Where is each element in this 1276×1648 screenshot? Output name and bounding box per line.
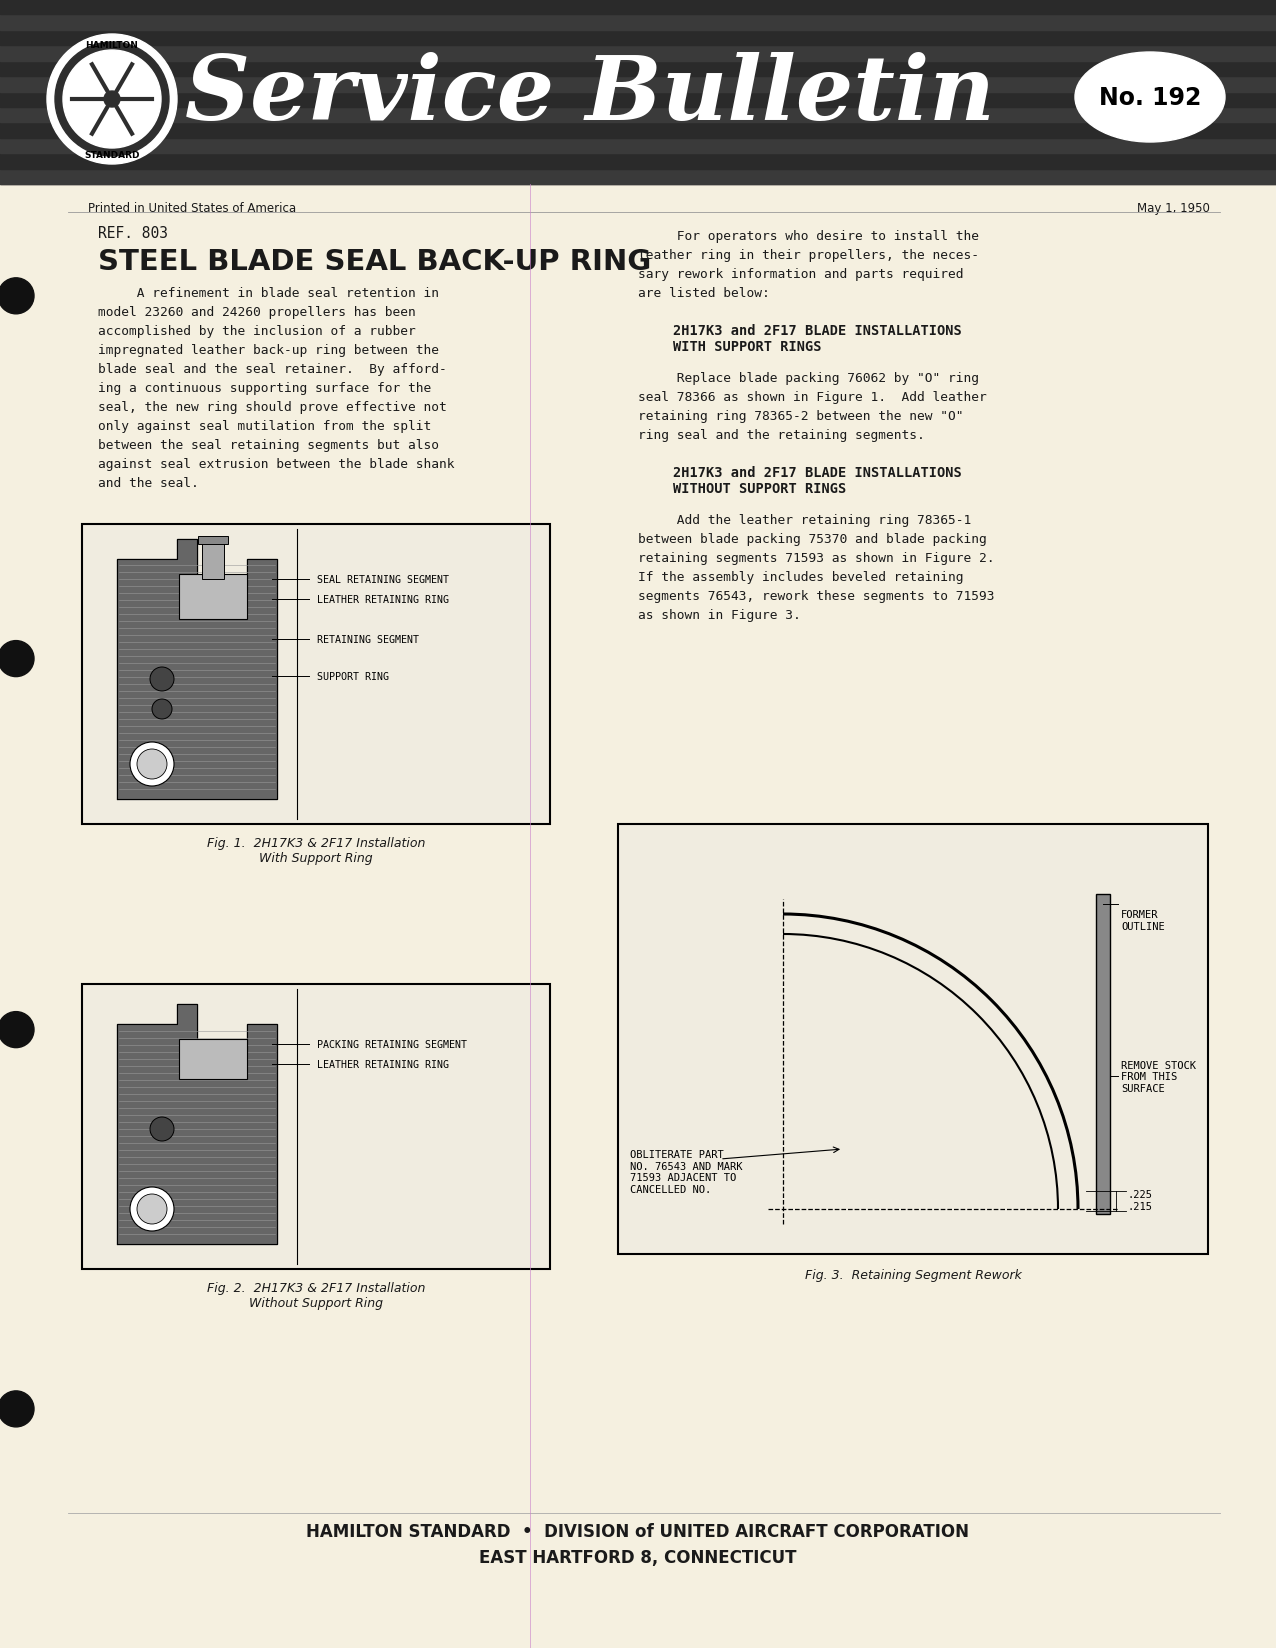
Circle shape — [137, 750, 167, 780]
Bar — [0, 124, 1276, 138]
Text: Fig. 3.  Retaining Segment Rework: Fig. 3. Retaining Segment Rework — [805, 1269, 1021, 1280]
Text: STANDARD: STANDARD — [84, 150, 140, 160]
Circle shape — [152, 699, 172, 720]
Text: REF. 803: REF. 803 — [98, 226, 168, 241]
Bar — [82, 524, 550, 824]
Text: blade seal and the seal retainer.  By afford-: blade seal and the seal retainer. By aff… — [98, 363, 447, 376]
Text: Replace blade packing 76062 by "O" ring: Replace blade packing 76062 by "O" ring — [638, 372, 979, 384]
Text: SUPPORT RING: SUPPORT RING — [316, 672, 389, 682]
Bar — [0, 170, 1276, 185]
Text: as shown in Figure 3.: as shown in Figure 3. — [638, 608, 801, 621]
Text: No. 192: No. 192 — [1099, 86, 1201, 110]
Circle shape — [151, 667, 174, 692]
Circle shape — [151, 1117, 174, 1142]
Text: retaining segments 71593 as shown in Figure 2.: retaining segments 71593 as shown in Fig… — [638, 552, 994, 565]
Text: REMOVE STOCK
FROM THIS
SURFACE: REMOVE STOCK FROM THIS SURFACE — [1122, 1060, 1196, 1093]
Text: PACKING RETAINING SEGMENT: PACKING RETAINING SEGMENT — [316, 1040, 467, 1050]
Text: retaining ring 78365-2 between the new "O": retaining ring 78365-2 between the new "… — [638, 410, 963, 424]
Text: model 23260 and 24260 propellers has been: model 23260 and 24260 propellers has bee… — [98, 307, 416, 318]
Text: and the seal.: and the seal. — [98, 476, 199, 489]
Bar — [0, 15, 1276, 31]
Circle shape — [105, 92, 120, 107]
Text: EAST HARTFORD 8, CONNECTICUT: EAST HARTFORD 8, CONNECTICUT — [480, 1547, 796, 1566]
Bar — [0, 138, 1276, 153]
Bar — [1096, 895, 1110, 1215]
Bar — [0, 31, 1276, 46]
Text: SEAL RETAINING SEGMENT: SEAL RETAINING SEGMENT — [316, 575, 449, 585]
Text: 2H17K3 and 2F17 BLADE INSTALLATIONS
WITH SUPPORT RINGS: 2H17K3 and 2F17 BLADE INSTALLATIONS WITH… — [672, 323, 962, 354]
Text: OBLITERATE PART
NO. 76543 AND MARK
71593 ADJACENT TO
CANCELLED NO.: OBLITERATE PART NO. 76543 AND MARK 71593… — [630, 1149, 743, 1195]
Text: May 1, 1950: May 1, 1950 — [1137, 201, 1210, 214]
Circle shape — [130, 1187, 174, 1231]
Circle shape — [0, 1012, 34, 1048]
Text: seal, the new ring should prove effective not: seal, the new ring should prove effectiv… — [98, 400, 447, 414]
Text: are listed below:: are listed below: — [638, 287, 769, 300]
Text: accomplished by the inclusion of a rubber: accomplished by the inclusion of a rubbe… — [98, 325, 416, 338]
Text: sary rework information and parts required: sary rework information and parts requir… — [638, 269, 963, 280]
Ellipse shape — [1074, 53, 1225, 143]
Text: LEATHER RETAINING RING: LEATHER RETAINING RING — [316, 1060, 449, 1070]
Text: .225
.215: .225 .215 — [1128, 1190, 1154, 1211]
Text: impregnated leather back-up ring between the: impregnated leather back-up ring between… — [98, 344, 439, 356]
Text: only against seal mutilation from the split: only against seal mutilation from the sp… — [98, 420, 431, 433]
Text: leather ring in their propellers, the neces-: leather ring in their propellers, the ne… — [638, 249, 979, 262]
Text: HAMILTON: HAMILTON — [85, 41, 138, 49]
Text: LEATHER RETAINING RING: LEATHER RETAINING RING — [316, 595, 449, 605]
Bar — [0, 153, 1276, 170]
Text: Printed in United States of America: Printed in United States of America — [88, 201, 296, 214]
Bar — [179, 1040, 248, 1079]
Circle shape — [137, 1195, 167, 1224]
Text: STEEL BLADE SEAL BACK-UP RING: STEEL BLADE SEAL BACK-UP RING — [98, 247, 651, 275]
Bar — [0, 46, 1276, 61]
Text: ring seal and the retaining segments.: ring seal and the retaining segments. — [638, 428, 925, 442]
Bar — [0, 0, 1276, 15]
Bar — [179, 575, 248, 620]
Circle shape — [47, 35, 177, 165]
Text: FORMER
OUTLINE: FORMER OUTLINE — [1122, 910, 1165, 931]
Bar — [0, 61, 1276, 77]
Text: Fig. 2.  2H17K3 & 2F17 Installation
Without Support Ring: Fig. 2. 2H17K3 & 2F17 Installation Witho… — [207, 1280, 425, 1309]
Bar — [0, 77, 1276, 92]
Bar — [0, 0, 1276, 185]
Text: If the assembly includes beveled retaining: If the assembly includes beveled retaini… — [638, 570, 963, 583]
Circle shape — [0, 1391, 34, 1427]
Text: 2H17K3 and 2F17 BLADE INSTALLATIONS
WITHOUT SUPPORT RINGS: 2H17K3 and 2F17 BLADE INSTALLATIONS WITH… — [672, 466, 962, 496]
Text: RETAINING SEGMENT: RETAINING SEGMENT — [316, 634, 419, 644]
Text: For operators who desire to install the: For operators who desire to install the — [638, 229, 979, 242]
Text: Add the leather retaining ring 78365-1: Add the leather retaining ring 78365-1 — [638, 514, 971, 527]
Circle shape — [0, 641, 34, 677]
Text: between the seal retaining segments but also: between the seal retaining segments but … — [98, 438, 439, 452]
Bar — [618, 824, 1208, 1254]
Text: between blade packing 75370 and blade packing: between blade packing 75370 and blade pa… — [638, 532, 986, 545]
Polygon shape — [117, 1004, 277, 1244]
Text: HAMILTON STANDARD  •  DIVISION of UNITED AIRCRAFT CORPORATION: HAMILTON STANDARD • DIVISION of UNITED A… — [306, 1523, 970, 1541]
Circle shape — [55, 43, 168, 157]
Bar — [0, 92, 1276, 107]
Circle shape — [0, 279, 34, 315]
Text: Service Bulletin: Service Bulletin — [185, 51, 995, 138]
Bar — [0, 107, 1276, 124]
Text: segments 76543, rework these segments to 71593: segments 76543, rework these segments to… — [638, 590, 994, 603]
Text: against seal extrusion between the blade shank: against seal extrusion between the blade… — [98, 458, 454, 471]
Bar — [198, 537, 228, 545]
Circle shape — [63, 51, 161, 148]
Text: Fig. 1.  2H17K3 & 2F17 Installation
With Support Ring: Fig. 1. 2H17K3 & 2F17 Installation With … — [207, 837, 425, 865]
Text: A refinement in blade seal retention in: A refinement in blade seal retention in — [98, 287, 439, 300]
Bar — [202, 542, 225, 580]
Bar — [82, 984, 550, 1269]
Circle shape — [130, 743, 174, 786]
Text: seal 78366 as shown in Figure 1.  Add leather: seal 78366 as shown in Figure 1. Add lea… — [638, 391, 986, 404]
Polygon shape — [117, 539, 277, 799]
Text: ing a continuous supporting surface for the: ing a continuous supporting surface for … — [98, 382, 431, 396]
